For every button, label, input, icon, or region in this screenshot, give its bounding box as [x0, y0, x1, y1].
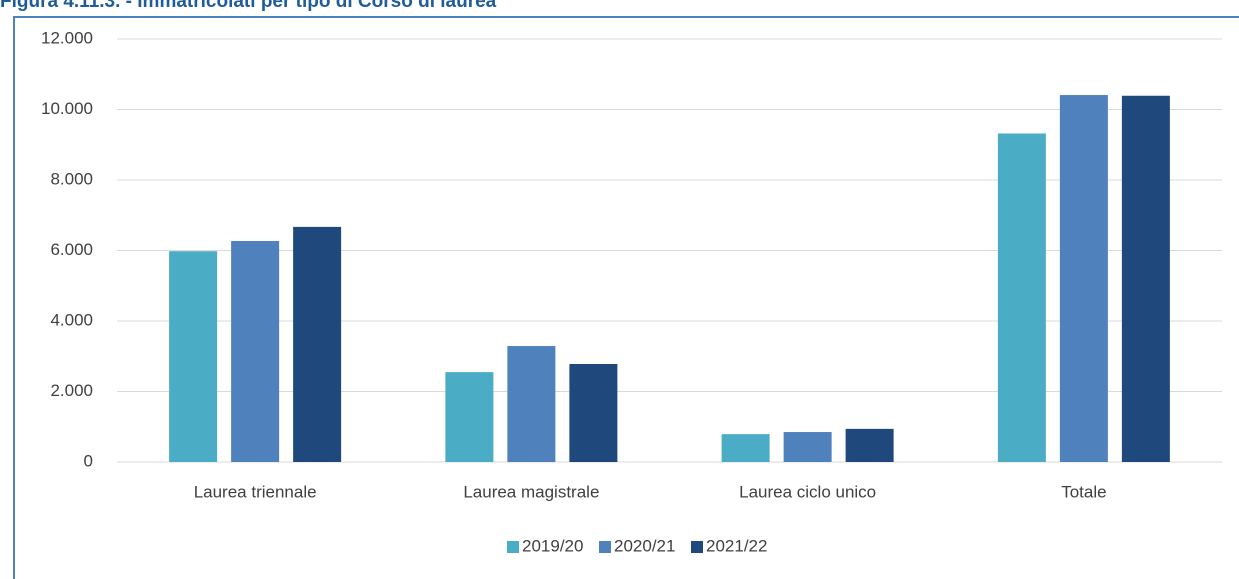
x-tick-label: Laurea magistrale	[463, 482, 599, 501]
legend-swatch	[691, 541, 703, 553]
legend-swatch	[599, 541, 611, 553]
bar	[293, 226, 342, 462]
bar	[1059, 95, 1108, 463]
bar	[845, 428, 894, 462]
bar	[445, 372, 494, 462]
bar	[997, 133, 1046, 462]
y-tick-label: 6.000	[50, 240, 93, 259]
x-tick-label: Laurea triennale	[194, 482, 317, 501]
bar	[231, 240, 280, 462]
bar	[783, 432, 832, 462]
chart-title: Figura 4.11.3. - Immatricolati per tipo …	[0, 0, 497, 12]
bar	[569, 364, 618, 462]
y-tick-label: 10.000	[41, 99, 93, 118]
legend-label: 2019/20	[522, 536, 583, 555]
chart-frame	[13, 16, 1239, 579]
legend-swatch	[507, 541, 519, 553]
bar	[1121, 95, 1170, 462]
legend-label: 2021/22	[706, 536, 767, 555]
y-tick-label: 4.000	[50, 310, 93, 329]
x-tick-label: Totale	[1061, 482, 1106, 501]
y-tick-label: 8.000	[50, 169, 93, 188]
y-tick-label: 12.000	[41, 28, 93, 47]
bar	[169, 251, 218, 462]
bar	[721, 434, 770, 462]
x-tick-label: Laurea ciclo unico	[739, 482, 876, 501]
y-tick-label: 2.000	[50, 381, 93, 400]
y-tick-label: 0	[84, 451, 93, 470]
bar	[507, 346, 556, 462]
legend-label: 2020/21	[614, 536, 675, 555]
